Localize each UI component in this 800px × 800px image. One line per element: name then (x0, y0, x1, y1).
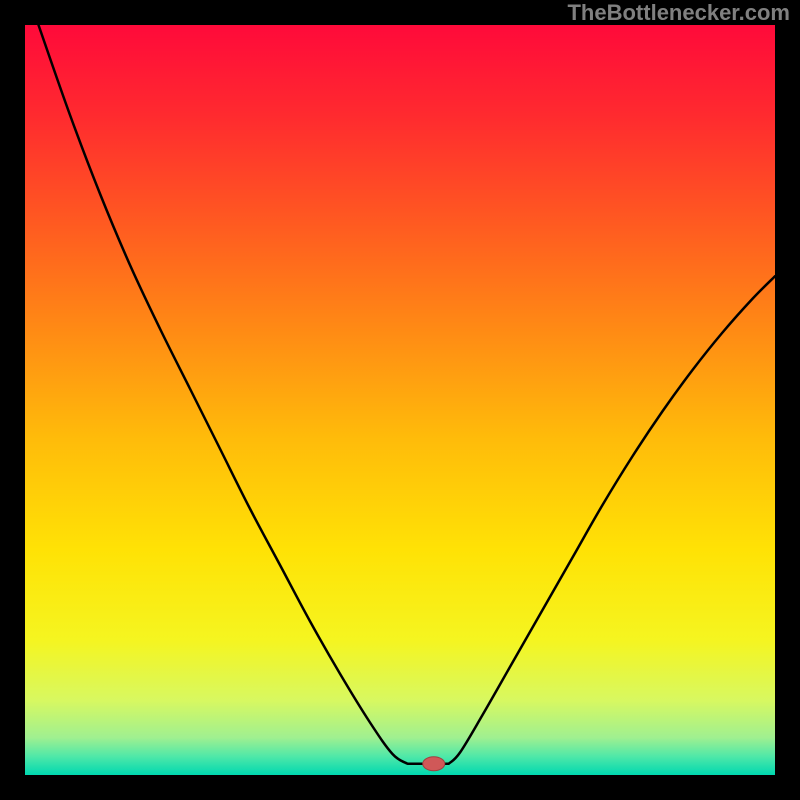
bottleneck-chart: TheBottlenecker.com (0, 0, 800, 800)
watermark-text: TheBottlenecker.com (567, 0, 790, 26)
optimal-marker (423, 757, 445, 771)
plot-gradient-background (25, 25, 775, 775)
chart-svg (0, 0, 800, 800)
